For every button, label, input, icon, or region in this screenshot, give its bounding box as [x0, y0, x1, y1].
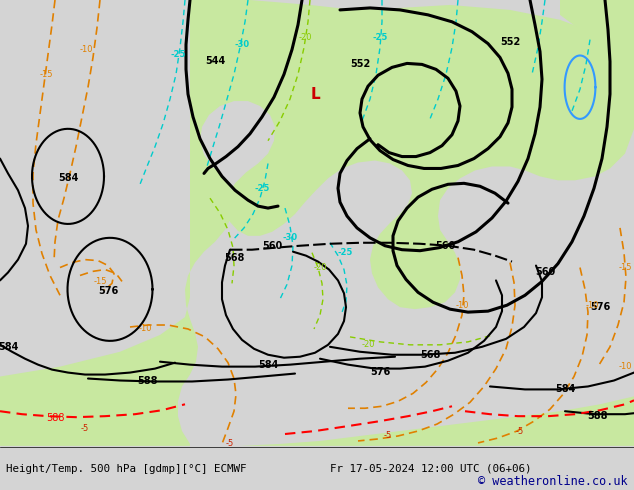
Text: L: L: [310, 87, 320, 101]
Text: -30: -30: [282, 233, 297, 243]
Text: 588: 588: [588, 411, 608, 421]
Text: -20: -20: [313, 263, 327, 272]
Text: Height/Temp. 500 hPa [gdmp][°C] ECMWF: Height/Temp. 500 hPa [gdmp][°C] ECMWF: [6, 464, 247, 473]
Text: -10: -10: [618, 362, 631, 371]
Text: 560: 560: [262, 241, 282, 251]
Text: 544: 544: [205, 56, 225, 67]
Text: 584: 584: [0, 342, 18, 352]
Text: -25: -25: [254, 184, 269, 193]
Text: -30: -30: [235, 40, 250, 49]
Text: -10: -10: [79, 45, 93, 54]
Text: -15: -15: [39, 70, 53, 79]
Text: 588: 588: [138, 376, 158, 387]
Text: -25: -25: [372, 33, 387, 42]
Text: -15: -15: [93, 277, 107, 286]
Text: 584: 584: [58, 173, 78, 183]
Text: 576: 576: [590, 302, 610, 312]
Text: Fr 17-05-2024 12:00 UTC (06+06): Fr 17-05-2024 12:00 UTC (06+06): [330, 464, 531, 473]
Text: -10: -10: [585, 301, 598, 310]
Text: 576: 576: [370, 367, 390, 377]
Text: © weatheronline.co.uk: © weatheronline.co.uk: [478, 475, 628, 488]
Text: -25: -25: [337, 248, 353, 257]
Text: 568: 568: [224, 253, 244, 263]
Text: 552: 552: [500, 37, 520, 47]
Text: 584: 584: [555, 385, 575, 394]
Text: 560: 560: [435, 241, 455, 251]
Text: -5: -5: [81, 423, 89, 433]
Text: -10: -10: [138, 324, 152, 334]
Text: 584: 584: [258, 360, 278, 369]
Text: -20: -20: [298, 33, 312, 42]
Text: -10: -10: [455, 301, 469, 310]
Text: -5: -5: [384, 432, 392, 441]
Text: -5: -5: [226, 440, 234, 448]
Text: 560: 560: [535, 267, 555, 276]
Text: -20: -20: [361, 341, 375, 349]
Text: -25: -25: [171, 50, 186, 59]
Text: 576: 576: [98, 286, 118, 296]
Text: -15: -15: [618, 263, 631, 272]
Text: -5: -5: [516, 426, 524, 436]
Text: 588: 588: [46, 413, 64, 423]
Text: 568: 568: [420, 350, 440, 360]
Text: 552: 552: [350, 59, 370, 70]
